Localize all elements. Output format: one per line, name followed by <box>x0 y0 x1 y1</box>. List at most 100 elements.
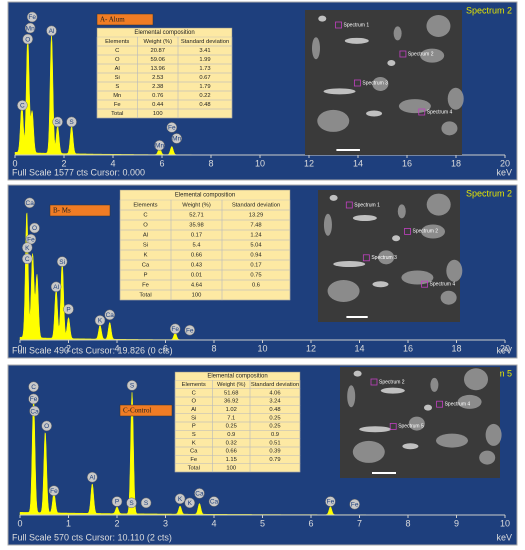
peak-marker <box>52 116 63 128</box>
table-cell-text: 3.24 <box>269 399 281 405</box>
spectrum-box <box>436 400 444 408</box>
table-header: Weight (%) <box>182 203 211 209</box>
table-cell <box>249 463 301 473</box>
table-cell-text: 51.68 <box>224 390 239 396</box>
table-cell-text: 0.6 <box>252 283 260 289</box>
peak-label: K <box>188 500 193 507</box>
tick-label: 18 <box>451 158 461 168</box>
particle <box>372 76 389 91</box>
table-cell-text: 1.73 <box>199 66 210 72</box>
particle <box>398 99 431 114</box>
spectrum-box <box>421 280 428 288</box>
particle <box>323 88 356 95</box>
peak-marker <box>26 11 38 23</box>
peak-marker <box>63 303 74 315</box>
table-cell-text: 1.24 <box>250 233 262 239</box>
table-header: Elements <box>182 382 206 388</box>
unit: keV <box>496 532 512 542</box>
peak-label: O <box>32 225 37 232</box>
peak-marker <box>184 497 195 509</box>
table-cell-text: 0.66 <box>191 253 202 259</box>
peak-marker <box>208 496 220 507</box>
peak-label: K <box>25 245 30 252</box>
table-cell-text: 0.76 <box>152 93 163 99</box>
particle <box>457 394 482 409</box>
footer: Full Scale 570 cts Cursor: 10.110 (2 cts… <box>12 532 172 542</box>
table-cell-text: 7.1 <box>227 415 235 421</box>
peak-label: C <box>25 256 30 263</box>
spectrum-box <box>418 108 426 116</box>
table-cell-text: Fe <box>142 283 149 289</box>
particle <box>420 48 445 63</box>
tick-label: 1 <box>66 518 71 528</box>
table-cell-text: 0.75 <box>250 273 261 279</box>
table-cell-text: Al <box>115 66 120 72</box>
table-cell-text: C <box>192 390 196 396</box>
peak-label: S <box>144 500 149 507</box>
table-cell-text: C <box>143 213 147 219</box>
table-cell-text: 1.02 <box>226 407 237 413</box>
particle <box>387 59 396 66</box>
tick-label: 2 <box>66 343 71 353</box>
peak-marker <box>22 253 33 265</box>
table-cell-text: Fe <box>190 457 197 463</box>
particle <box>485 423 502 446</box>
peak-marker <box>41 420 52 432</box>
particle <box>446 259 463 282</box>
table-cell-text: 100 <box>153 111 163 117</box>
sample-label: C-Control <box>123 407 151 415</box>
table-cell-text: P <box>192 424 196 430</box>
table-title: Elemental composition <box>134 30 194 36</box>
particle <box>317 109 350 132</box>
unit: keV <box>496 167 512 177</box>
sample-label: A- Alum <box>100 16 125 24</box>
tick-label: 0 <box>17 343 22 353</box>
image-label: Spectrum 2 <box>379 379 405 385</box>
footer: Full Scale 490 cts Cursor: 19.826 (0 cts… <box>12 345 173 355</box>
peak-marker <box>48 485 60 496</box>
table-bg <box>119 189 291 301</box>
peak-label: C <box>20 103 25 110</box>
tick-label: 6 <box>163 343 168 353</box>
table-cell <box>177 108 233 119</box>
scale-bar <box>372 472 396 474</box>
table-cell-text: 7.48 <box>250 223 261 229</box>
tick-label: 10 <box>255 158 265 168</box>
peak-label: Ca <box>26 200 35 207</box>
tick-label: 7 <box>357 518 362 528</box>
tick-label: 10 <box>500 518 510 528</box>
peak-marker <box>87 471 98 483</box>
footer: Full Scale 1577 cts Cursor: 0.000 <box>12 167 145 177</box>
table-cell-text: 3.41 <box>199 48 210 54</box>
peak-marker <box>174 493 186 505</box>
table-cell-text: 20.87 <box>150 48 165 54</box>
table-cell-text: 0.48 <box>269 407 280 413</box>
table-cell-text: 0.9 <box>227 432 235 438</box>
tick-label: 16 <box>403 343 413 353</box>
spectrum-name: Spectrum 2 <box>466 5 512 15</box>
table-cell-text: Total <box>111 111 123 117</box>
particle <box>380 387 405 394</box>
table-cell-text: C <box>115 48 119 54</box>
peak-label: Fe <box>168 125 176 132</box>
particle <box>333 261 366 268</box>
table-cell-text: Mn <box>113 93 121 99</box>
unit: keV <box>496 345 512 355</box>
table-header: Standard deviation <box>181 39 229 45</box>
table-cell-text: O <box>191 399 196 405</box>
particle <box>426 15 451 38</box>
spectrum-box <box>362 254 370 262</box>
peak-label: P <box>66 306 70 313</box>
particle <box>318 15 327 22</box>
table-cell-text: 0.9 <box>271 432 279 438</box>
table-cell-text: 100 <box>192 293 202 299</box>
table-title: Elemental composition <box>207 374 267 380</box>
peak-label: Al <box>53 284 59 291</box>
tick-label: 10 <box>257 343 267 353</box>
peak-label: Mn <box>172 136 181 143</box>
table-cell-text: 35.98 <box>189 223 204 229</box>
image-label: Spectrum 4 <box>427 109 453 115</box>
peak-marker <box>171 133 182 144</box>
table-cell-text: 0.22 <box>199 93 210 99</box>
peak-marker <box>28 393 39 405</box>
